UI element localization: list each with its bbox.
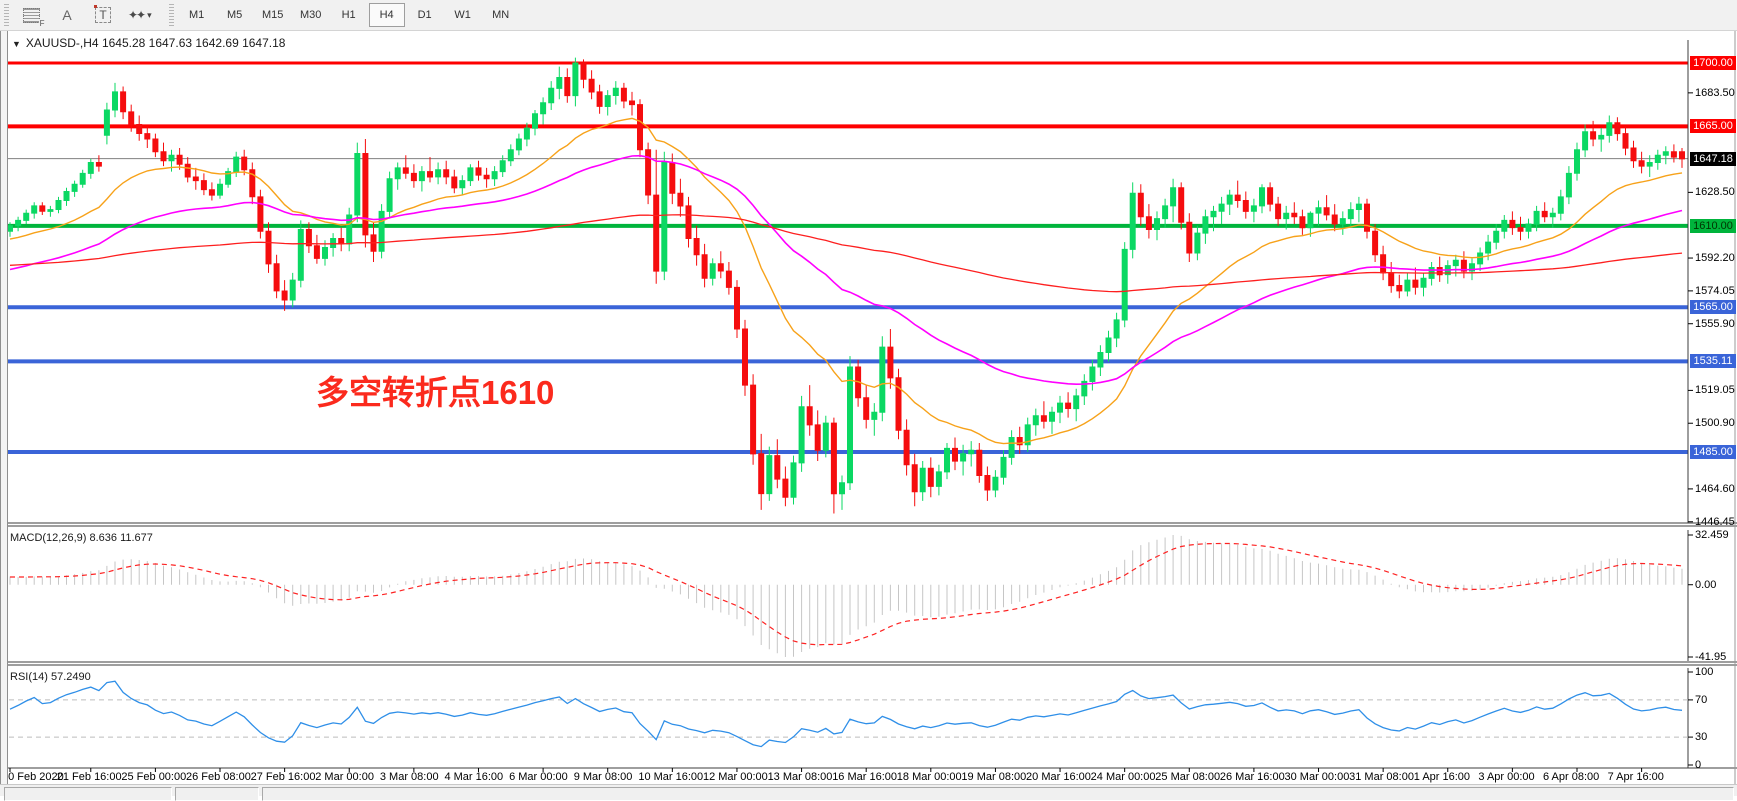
rsi-axis-label: 30	[1695, 731, 1708, 744]
macd-indicator-label: MACD(12,26,9) 8.636 11.677	[10, 532, 153, 544]
text-box-button[interactable]: T	[86, 3, 120, 27]
rsi-indicator-label: RSI(14) 57.2490	[10, 671, 91, 683]
x-axis-label: 21 Feb 16:00	[56, 771, 122, 783]
price-scale-label: 1464.60	[1695, 482, 1735, 495]
toolbar-grip-2	[168, 4, 174, 26]
price-badge-1565.00: 1565.00	[1690, 300, 1736, 315]
status-cell	[175, 787, 259, 801]
symbol-dropdown-icon[interactable]: ▼	[12, 39, 21, 49]
chevron-down-icon: ▾	[147, 9, 152, 20]
x-axis-label: 26 Mar 16:00	[1219, 771, 1285, 783]
x-axis-label: 20 Mar 16:00	[1026, 771, 1091, 783]
price-scale-label: 1500.90	[1695, 417, 1735, 430]
price-badge-1485.00: 1485.00	[1690, 444, 1736, 459]
x-axis-label: 7 Apr 16:00	[1607, 771, 1664, 783]
timeframe-button-d1[interactable]: D1	[417, 9, 432, 21]
timeframe-toolbar: M1 M5 M15 M30 H1 H4 D1 W1 MN	[178, 3, 520, 27]
x-axis-label: 10 Mar 16:00	[638, 771, 704, 783]
grid-icon: F	[22, 7, 46, 28]
price-badge-1535.11: 1535.11	[1690, 354, 1736, 369]
price-badge-1665.00: 1665.00	[1690, 119, 1736, 134]
x-axis-label: 3 Apr 00:00	[1478, 771, 1535, 783]
x-axis-label: 2 Mar 00:00	[315, 771, 374, 783]
letter-a-icon: A	[62, 7, 72, 23]
timeframe-button-w1[interactable]: W1	[454, 9, 471, 21]
timeframe-button-mn[interactable]: MN	[492, 9, 510, 21]
x-axis-label: 9 Mar 08:00	[573, 771, 633, 783]
window-left-edge	[0, 30, 8, 795]
arrows-icon: ✦✦	[128, 8, 146, 22]
toolbar-grip	[4, 4, 9, 26]
indicators-grid-button[interactable]: F	[14, 3, 48, 28]
price-badge-1610.00: 1610.00	[1690, 218, 1736, 233]
x-axis-label: 24 Mar 00:00	[1090, 771, 1156, 783]
timeframe-button-m5[interactable]: M5	[227, 9, 243, 21]
price-scale-label: 1555.90	[1695, 317, 1735, 330]
x-axis-label: 4 Mar 16:00	[444, 771, 504, 783]
symbol-timeframe: XAUUSD-,H4	[25, 36, 99, 50]
ohlc-values: 1645.28 1647.63 1642.69 1647.18	[101, 36, 286, 50]
x-axis-label: 27 Feb 16:00	[250, 771, 316, 783]
price-badge-1700.00: 1700.00	[1690, 56, 1736, 70]
macd-axis-label-bottom: -41.95	[1695, 651, 1727, 663]
chart-title: ▼ XAUUSD-,H4 1645.28 1647.63 1642.69 1647…	[12, 36, 285, 50]
timeframe-button-m30[interactable]: M30	[299, 9, 322, 21]
chart-annotation-text: 多空转折点1610	[316, 374, 555, 411]
x-axis-label: 3 Mar 08:00	[379, 771, 439, 783]
x-axis-label: 30 Mar 00:00	[1284, 771, 1350, 783]
price-scale-label: 1683.50	[1695, 86, 1735, 99]
rsi-axis-label: 0	[1695, 759, 1702, 771]
rsi-axis-label: 70	[1695, 693, 1708, 706]
price-scale-label: 1519.05	[1695, 384, 1735, 397]
x-axis-label: 25 Feb 00:00	[121, 771, 187, 783]
x-axis-label: 25 Mar 08:00	[1155, 771, 1221, 783]
x-axis-label: 18 Mar 00:00	[896, 771, 962, 783]
x-axis-label: 19 Mar 08:00	[961, 771, 1027, 783]
status-cell	[4, 787, 172, 801]
text-label-a-button[interactable]: A	[50, 3, 84, 27]
status-cell	[262, 787, 1734, 801]
macd-axis-label-zero: 0.00	[1695, 578, 1717, 591]
x-axis-label: 13 Mar 08:00	[767, 771, 833, 783]
status-bar	[0, 784, 1737, 801]
timeframe-button-m1[interactable]: M1	[189, 9, 205, 21]
price-scale-label: 1446.45	[1695, 515, 1735, 528]
rsi-axis-label: 100	[1695, 666, 1714, 678]
arrow-tools-button[interactable]: ✦✦ ▾	[122, 3, 158, 27]
x-axis-label: 26 Feb 08:00	[186, 771, 251, 783]
top-toolbar: F A T ✦✦ ▾ M1 M5 M15 M30 H1 H4 D1 W1 MN	[0, 0, 1737, 31]
macd-axis-label-top: 32.459	[1695, 529, 1729, 541]
x-axis-label: 31 Mar 08:00	[1349, 771, 1414, 783]
letter-t-icon: T	[94, 5, 111, 23]
x-axis-label: 6 Apr 08:00	[1542, 771, 1600, 783]
price-scale-label: 1628.50	[1695, 186, 1735, 199]
x-axis-label: 6 Mar 00:00	[509, 771, 568, 783]
x-axis-label: 20 Feb 2020	[2, 771, 64, 783]
timeframe-button-h4[interactable]: H4	[368, 3, 405, 27]
timeframe-button-m15[interactable]: M15	[261, 9, 284, 21]
x-axis-label: 12 Mar 00:00	[702, 771, 768, 783]
x-axis-label: 1 Apr 16:00	[1413, 771, 1471, 783]
price-scale-label: 1592.20	[1695, 252, 1735, 265]
x-axis-label: 16 Mar 16:00	[832, 771, 898, 783]
timeframe-button-h1[interactable]: H1	[341, 9, 356, 21]
price-badge-1647.18: 1647.18	[1690, 151, 1736, 166]
price-scale-label: 1574.05	[1695, 284, 1735, 297]
